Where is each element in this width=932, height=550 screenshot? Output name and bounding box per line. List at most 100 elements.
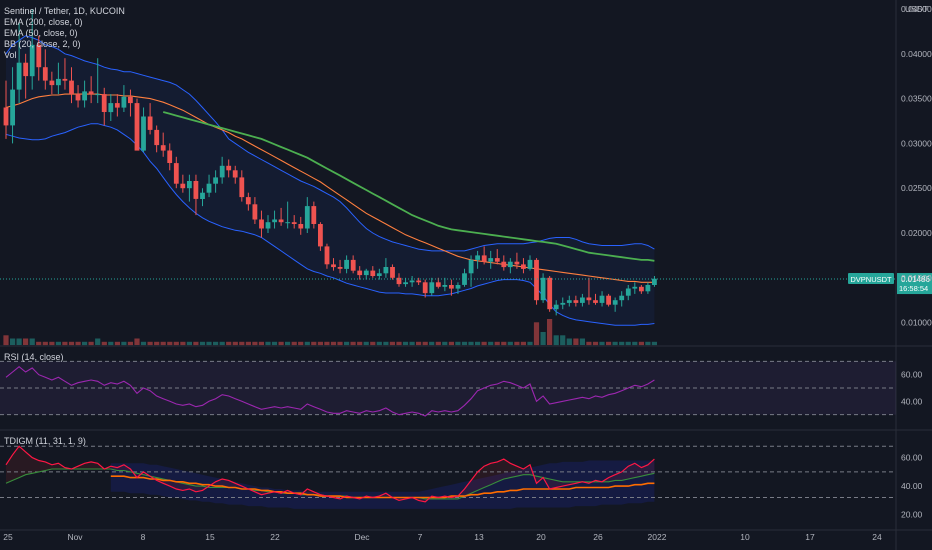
indicator-bb[interactable]: BB (20, close, 2, 0)	[4, 39, 81, 49]
indicator-volume[interactable]: Vol	[4, 50, 17, 60]
candle-body	[128, 96, 133, 104]
volume-bar	[448, 341, 454, 346]
price-axis-tick: 0.04000	[901, 49, 932, 59]
candle-body	[521, 264, 526, 269]
rsi-legend[interactable]: RSI (14, close)	[4, 352, 64, 363]
volume-bar	[75, 341, 81, 346]
candle-body	[527, 259, 533, 269]
time-axis-tick: 15	[205, 532, 215, 542]
candle-body	[193, 181, 199, 199]
candle-body	[285, 222, 291, 224]
candle-body	[29, 44, 35, 77]
volume-bar	[501, 341, 507, 346]
candle-body	[376, 273, 382, 276]
rsi-label[interactable]: RSI (14, close)	[4, 352, 64, 362]
volume-bar	[121, 341, 127, 346]
volume-bar	[376, 341, 382, 346]
indicator-ema200[interactable]: EMA (200, close, 0)	[4, 17, 83, 27]
candle-body	[10, 89, 15, 126]
volume-bar	[245, 341, 251, 346]
volume-bar	[285, 341, 291, 346]
volume-bar	[199, 341, 206, 346]
symbol-title[interactable]: Sentinel / Tether, 1D, KUCOIN	[4, 6, 125, 16]
candle-body	[553, 304, 559, 310]
volume-bar	[101, 341, 107, 346]
volume-bar	[461, 341, 468, 346]
volume-bar	[55, 341, 61, 346]
volume-bar	[344, 341, 350, 346]
volume-bar	[337, 341, 343, 346]
volume-bar	[494, 341, 500, 346]
volume-bar	[632, 341, 638, 346]
time-axis-tick: Dec	[354, 532, 370, 542]
volume-bar	[651, 341, 657, 346]
candle-body	[187, 181, 192, 189]
candle-body	[147, 116, 153, 130]
volume-bar	[566, 338, 572, 345]
volume-bar	[599, 341, 605, 346]
candle-body	[390, 267, 395, 278]
volume-bar	[108, 341, 114, 346]
candle-body	[23, 62, 29, 77]
candle-body	[540, 277, 546, 301]
volume-bar	[645, 341, 651, 346]
candle-body	[645, 285, 651, 292]
tdigm-legend[interactable]: TDIGM (11, 31, 1, 9)	[4, 436, 86, 447]
volume-bar	[193, 341, 199, 346]
candle-body	[49, 80, 55, 86]
volume-bar	[36, 341, 42, 346]
volume-bar	[527, 341, 533, 346]
candle-body	[455, 285, 461, 289]
rsi-axis-tick: 60.00	[901, 370, 923, 380]
candle-body	[350, 259, 356, 271]
volume-bar	[317, 341, 323, 346]
candle-body	[357, 270, 363, 276]
candle-body	[344, 259, 349, 269]
volume-bar	[409, 341, 415, 346]
volume-bar	[252, 341, 258, 346]
candle-body	[62, 78, 68, 81]
candle-body	[232, 170, 238, 178]
candle-body	[383, 267, 389, 274]
candle-body	[3, 107, 9, 126]
candle-body	[422, 282, 428, 294]
candle-body	[252, 204, 258, 220]
volume-bar	[298, 341, 304, 346]
volume-bar	[468, 341, 474, 346]
volume-bar	[180, 341, 186, 346]
candle-body	[416, 280, 422, 283]
candle-body	[36, 44, 42, 68]
candle-body	[173, 163, 179, 184]
volume-bar	[619, 341, 625, 346]
candle-body	[475, 255, 480, 260]
candle-body	[370, 270, 376, 276]
volume-bar	[291, 341, 297, 346]
volume-bar	[10, 338, 16, 345]
rsi-line	[5, 365, 655, 417]
price-axis-tick: 0.02000	[901, 228, 932, 238]
candle-body	[42, 67, 48, 81]
volume-bar	[383, 341, 389, 346]
time-axis-tick: 24	[872, 532, 882, 542]
candle-body	[580, 297, 585, 303]
time-axis-tick: 7	[418, 532, 423, 542]
candle-body	[298, 224, 304, 229]
volume-bar	[206, 341, 212, 346]
candle-body	[534, 259, 539, 301]
volume-bar	[226, 341, 232, 346]
candle-body	[639, 286, 644, 292]
indicator-ema50[interactable]: EMA (50, close, 0)	[4, 28, 78, 38]
volume-bar	[638, 341, 644, 346]
volume-bar	[573, 338, 579, 345]
volume-bar	[219, 341, 225, 346]
candle-body	[213, 177, 218, 184]
volume-bar	[475, 341, 481, 346]
candle-body	[101, 94, 107, 112]
tdigm-label[interactable]: TDIGM (11, 31, 1, 9)	[4, 436, 86, 446]
time-axis-tick: 22	[270, 532, 280, 542]
candle-body	[245, 197, 251, 205]
candle-body	[612, 300, 618, 305]
volume-bar	[134, 338, 140, 345]
